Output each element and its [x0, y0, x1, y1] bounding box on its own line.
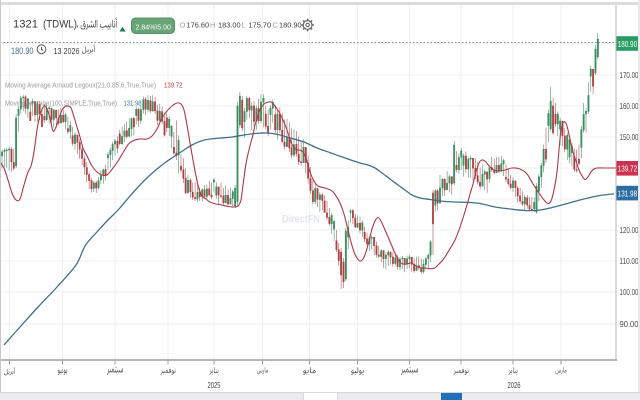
svg-text:C: C	[273, 21, 279, 30]
svg-text:131.98: 131.98	[124, 99, 142, 108]
svg-text:2.84%\5.00: 2.84%\5.00	[135, 24, 171, 31]
svg-text:2026: 2026	[508, 381, 521, 390]
svg-text:(TDWL): (TDWL)	[43, 19, 77, 31]
svg-text:139.72: 139.72	[618, 165, 638, 174]
svg-text:L: L	[242, 21, 246, 30]
svg-text:110.00: 110.00	[620, 256, 639, 266]
svg-text:100.00: 100.00	[620, 287, 639, 297]
svg-text:1321: 1321	[13, 19, 38, 31]
svg-text:2025: 2025	[208, 381, 221, 390]
svg-text:Moving Average Arnaud Legoux(2: Moving Average Arnaud Legoux(21,0.85,6,T…	[5, 81, 156, 90]
svg-text:180.90: 180.90	[11, 46, 34, 56]
svg-text:150.00: 150.00	[620, 132, 639, 142]
svg-text:176.60: 176.60	[187, 21, 210, 30]
svg-text:183.00: 183.00	[218, 21, 241, 30]
svg-text:131.98: 131.98	[618, 189, 638, 198]
svg-text:180.90: 180.90	[279, 21, 302, 30]
svg-text:120.00: 120.00	[620, 225, 639, 235]
svg-text:90.00: 90.00	[620, 319, 639, 329]
svg-text:175.70: 175.70	[249, 21, 272, 30]
svg-text:O: O	[180, 21, 186, 30]
svg-text:170.00: 170.00	[620, 70, 639, 80]
svg-text:160.00: 160.00	[620, 101, 639, 111]
svg-text:13 2026: 13 2026	[54, 46, 80, 56]
svg-text:139.72: 139.72	[164, 81, 183, 90]
svg-text:H: H	[210, 21, 215, 30]
svg-text:Moving Average(100,SIMPLE,True: Moving Average(100,SIMPLE,True,True)	[5, 99, 117, 108]
svg-text:DirectFN: DirectFN	[282, 214, 320, 226]
svg-text:180.90: 180.90	[618, 40, 638, 49]
